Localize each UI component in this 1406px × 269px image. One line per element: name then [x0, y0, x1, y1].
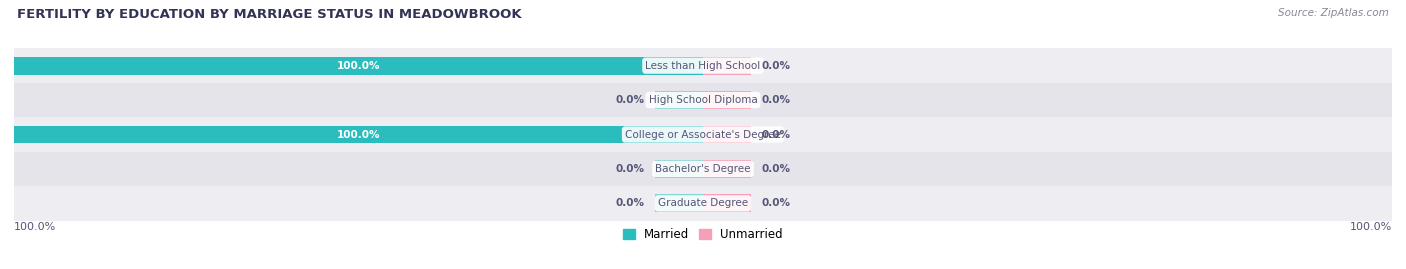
Text: Graduate Degree: Graduate Degree — [658, 198, 748, 208]
Text: FERTILITY BY EDUCATION BY MARRIAGE STATUS IN MEADOWBROOK: FERTILITY BY EDUCATION BY MARRIAGE STATU… — [17, 8, 522, 21]
Text: 100.0%: 100.0% — [1350, 222, 1392, 232]
Text: 0.0%: 0.0% — [616, 198, 644, 208]
Bar — [14, 152, 1392, 186]
Text: Less than High School: Less than High School — [645, 61, 761, 71]
Bar — [14, 126, 703, 143]
Bar — [655, 160, 703, 178]
Bar — [14, 48, 1392, 83]
Text: Source: ZipAtlas.com: Source: ZipAtlas.com — [1278, 8, 1389, 18]
Bar — [703, 57, 751, 75]
Bar — [703, 91, 751, 109]
Text: Bachelor's Degree: Bachelor's Degree — [655, 164, 751, 174]
Text: 0.0%: 0.0% — [762, 95, 790, 105]
Text: 0.0%: 0.0% — [762, 61, 790, 71]
Bar — [703, 160, 751, 178]
Text: 0.0%: 0.0% — [762, 164, 790, 174]
Bar — [655, 91, 703, 109]
Text: College or Associate's Degree: College or Associate's Degree — [626, 129, 780, 140]
Bar — [703, 194, 751, 212]
Bar — [14, 117, 1392, 152]
Text: 100.0%: 100.0% — [337, 129, 380, 140]
Bar — [14, 186, 1392, 221]
Text: 0.0%: 0.0% — [762, 129, 790, 140]
Text: 100.0%: 100.0% — [14, 222, 56, 232]
Text: 0.0%: 0.0% — [616, 95, 644, 105]
Text: High School Diploma: High School Diploma — [648, 95, 758, 105]
Bar — [703, 126, 751, 143]
Bar — [14, 83, 1392, 117]
Bar — [14, 57, 703, 75]
Bar — [655, 194, 703, 212]
Legend: Married, Unmarried: Married, Unmarried — [619, 223, 787, 246]
Text: 100.0%: 100.0% — [337, 61, 380, 71]
Text: 0.0%: 0.0% — [616, 164, 644, 174]
Text: 0.0%: 0.0% — [762, 198, 790, 208]
